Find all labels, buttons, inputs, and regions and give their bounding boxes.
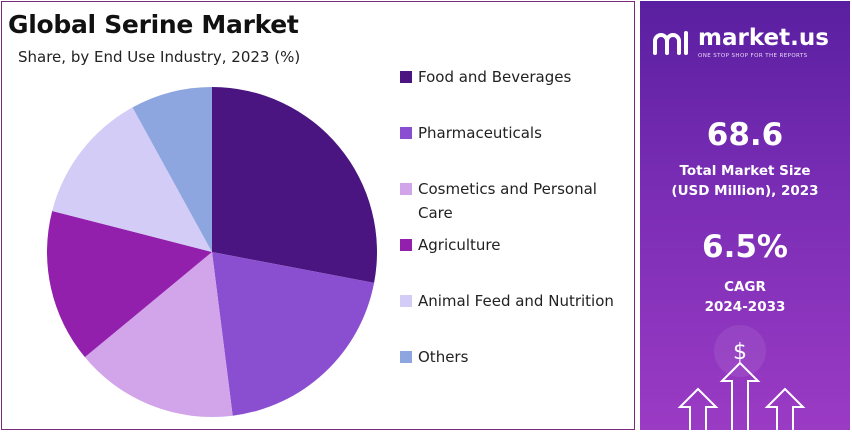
legend-item-agriculture: Agriculture bbox=[400, 233, 632, 257]
chart-subtitle: Share, by End Use Industry, 2023 (%) bbox=[18, 48, 301, 66]
brand-tagline: ONE STOP SHOP FOR THE REPORTS bbox=[698, 53, 808, 59]
legend-item-food-and-beverages: Food and Beverages bbox=[400, 65, 632, 89]
legend-swatch bbox=[400, 239, 412, 251]
legend-label: Pharmaceuticals bbox=[418, 124, 542, 142]
market-size-label: Total Market Size bbox=[679, 163, 811, 179]
legend-label: Animal Feed and Nutrition bbox=[418, 292, 614, 310]
legend-swatch bbox=[400, 351, 412, 363]
pie-chart bbox=[47, 87, 377, 417]
legend-item-cosmetics-and-personal-care: Cosmetics and Personal Care bbox=[400, 177, 632, 225]
cagr-label: CAGR bbox=[724, 279, 766, 295]
legend-swatch bbox=[400, 295, 412, 307]
brand: market.us ONE STOP SHOP FOR THE REPORTS bbox=[640, 23, 850, 63]
side-panel: market.us ONE STOP SHOP FOR THE REPORTS … bbox=[640, 1, 850, 430]
legend-label: Agriculture bbox=[418, 236, 501, 254]
arrow-up-icon bbox=[719, 361, 761, 430]
pie-slice-agriculture bbox=[47, 210, 213, 358]
pie-slice-animal-feed-and-nutrition bbox=[52, 107, 212, 253]
pie-slice-pharmaceuticals bbox=[212, 252, 375, 416]
legend-item-others: Others bbox=[400, 345, 632, 369]
legend-swatch bbox=[400, 71, 412, 83]
cagr-value: 6.5% bbox=[702, 229, 788, 265]
brand-name: market.us bbox=[698, 25, 829, 51]
legend-label: Food and Beverages bbox=[418, 68, 572, 86]
dollar-icon: $ bbox=[733, 340, 747, 365]
coin-circle bbox=[714, 325, 766, 377]
market-us-logo-icon bbox=[653, 31, 688, 55]
legend-swatch bbox=[400, 127, 412, 139]
market-size-unit: (USD Million), 2023 bbox=[671, 183, 819, 199]
pie-slice-cosmetics-and-personal-care bbox=[84, 252, 233, 417]
market-size-value: 68.6 bbox=[706, 117, 784, 153]
legend-label: Others bbox=[418, 348, 469, 366]
pie-slice-food-and-beverages bbox=[212, 87, 377, 283]
legend-swatch bbox=[400, 183, 412, 195]
chart-panel: Global Serine Market Share, by End Use I… bbox=[1, 1, 635, 430]
pie-slice-others bbox=[132, 87, 212, 252]
growth-arrows-illustration: $ bbox=[677, 325, 806, 430]
legend-item-animal-feed-and-nutrition: Animal Feed and Nutrition bbox=[400, 289, 632, 313]
chart-title: Global Serine Market bbox=[8, 10, 299, 39]
legend-item-pharmaceuticals: Pharmaceuticals bbox=[400, 121, 632, 145]
cagr-period: 2024-2033 bbox=[704, 299, 786, 315]
arrow-up-icon bbox=[677, 387, 719, 430]
legend-label: Cosmetics and Personal Care bbox=[418, 180, 597, 222]
arrow-up-icon bbox=[764, 387, 806, 430]
